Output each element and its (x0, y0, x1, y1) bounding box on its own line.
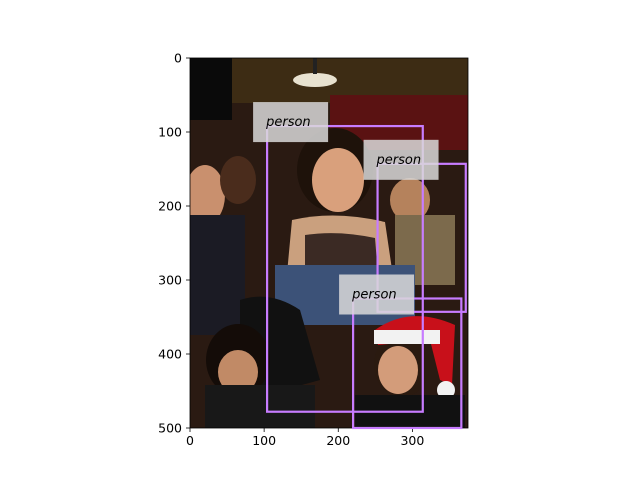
detection-label: person (351, 288, 397, 303)
y-tick-label: 0 (174, 51, 182, 66)
detection-person: person (363, 139, 467, 313)
detection-person: person (253, 102, 424, 413)
x-tick-label: 100 (252, 433, 276, 448)
label-background (363, 139, 439, 180)
y-tick-label: 100 (158, 125, 182, 140)
axes-frame (189, 57, 469, 429)
y-tick-label: 200 (158, 199, 182, 214)
x-axis: 0 100 200 300 (186, 428, 424, 448)
bounding-box (265, 124, 424, 413)
x-tick-label: 300 (400, 433, 424, 448)
y-tick-label: 300 (158, 273, 182, 288)
detection-person: person (339, 274, 463, 430)
photo (190, 58, 468, 428)
y-axis: 0 100 200 300 400 500 (158, 51, 190, 436)
detection-label: person (376, 153, 422, 168)
label-background (339, 274, 415, 315)
x-tick-label: 0 (186, 433, 194, 448)
y-tick-label: 400 (158, 347, 182, 362)
y-tick-label: 500 (158, 421, 182, 436)
x-tick-label: 200 (326, 433, 350, 448)
label-background (253, 102, 329, 143)
detections: person person person (253, 102, 467, 430)
detection-label: person (265, 115, 311, 130)
